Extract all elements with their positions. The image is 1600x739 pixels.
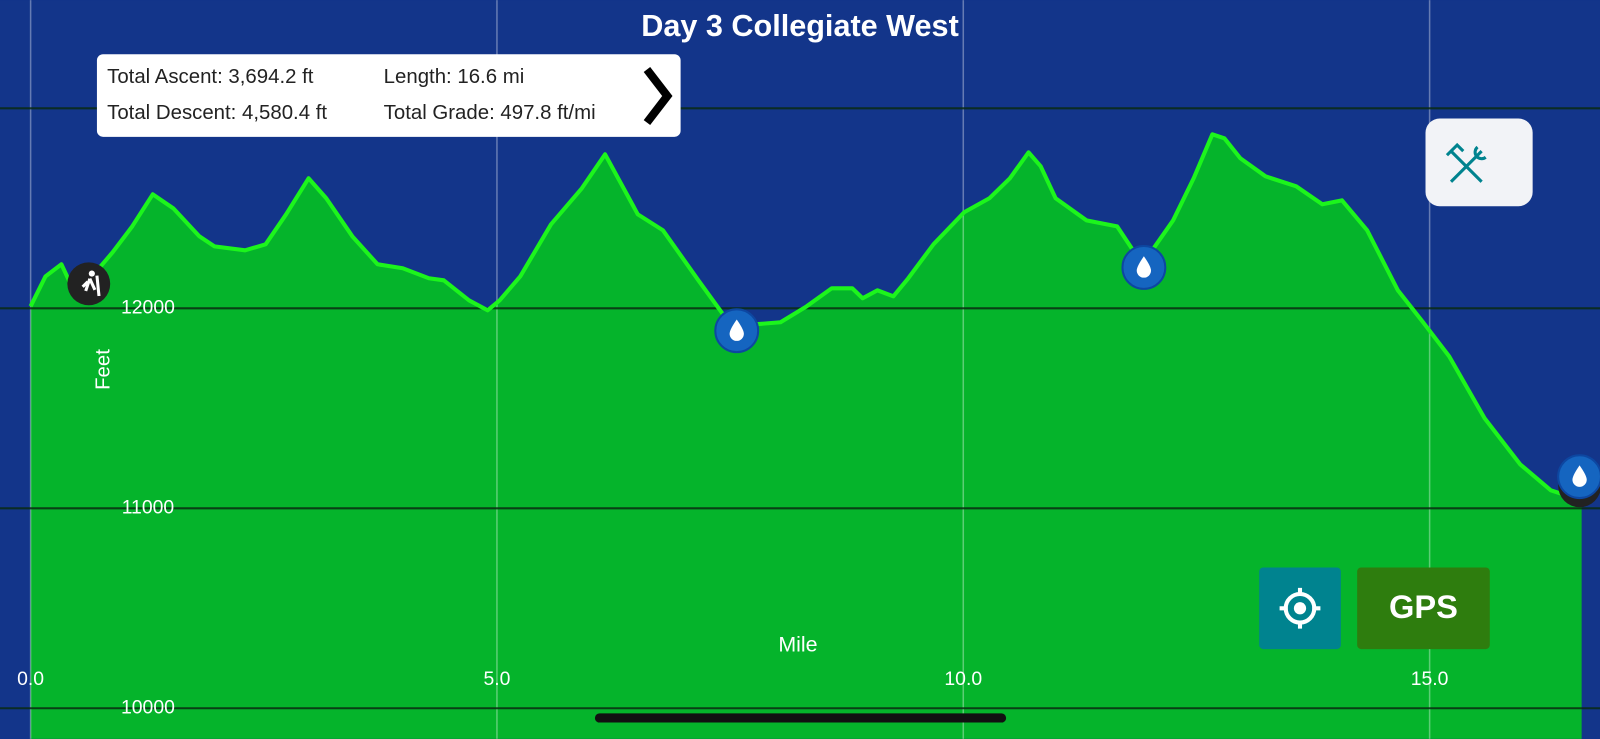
stat-ascent: Total Ascent: 3,694.2 ft bbox=[107, 66, 314, 88]
stats-box-bg bbox=[96, 54, 681, 137]
x-tick-label: 15.0 bbox=[1411, 668, 1449, 690]
gps-label: GPS bbox=[1389, 588, 1458, 625]
locate-button[interactable] bbox=[1259, 567, 1341, 650]
x-tick-label: 5.0 bbox=[483, 668, 510, 690]
hiker-marker[interactable] bbox=[67, 262, 111, 306]
elevation-area bbox=[30, 134, 1582, 739]
gps-button[interactable]: GPS bbox=[1357, 567, 1490, 650]
water-marker[interactable] bbox=[1557, 454, 1600, 508]
y-tick-label: 10000 bbox=[121, 696, 175, 718]
stat-length: Length: 16.6 mi bbox=[384, 66, 525, 88]
y-tick-label: 12000 bbox=[121, 296, 175, 318]
x-tick-label: 10.0 bbox=[944, 668, 982, 690]
chart-title: Day 3 Collegiate West bbox=[641, 9, 959, 43]
stat-grade: Total Grade: 497.8 ft/mi bbox=[384, 102, 596, 124]
tools-button[interactable] bbox=[1425, 118, 1533, 207]
water-marker[interactable] bbox=[714, 308, 760, 354]
x-axis-label: Mile bbox=[778, 633, 817, 657]
stat-descent: Total Descent: 4,580.4 ft bbox=[107, 102, 327, 124]
y-tick-label: 11000 bbox=[122, 496, 175, 518]
chevron-icon bbox=[643, 67, 673, 126]
elevation-line bbox=[28, 132, 1583, 503]
stats-box[interactable]: Total Ascent: 3,694.2 ft Length: 16.6 mi… bbox=[96, 54, 681, 137]
y-axis-label: Feet bbox=[92, 349, 114, 390]
water-marker[interactable] bbox=[1121, 245, 1167, 290]
x-tick-label: 0.0 bbox=[17, 668, 44, 690]
home-indicator bbox=[594, 713, 1007, 723]
